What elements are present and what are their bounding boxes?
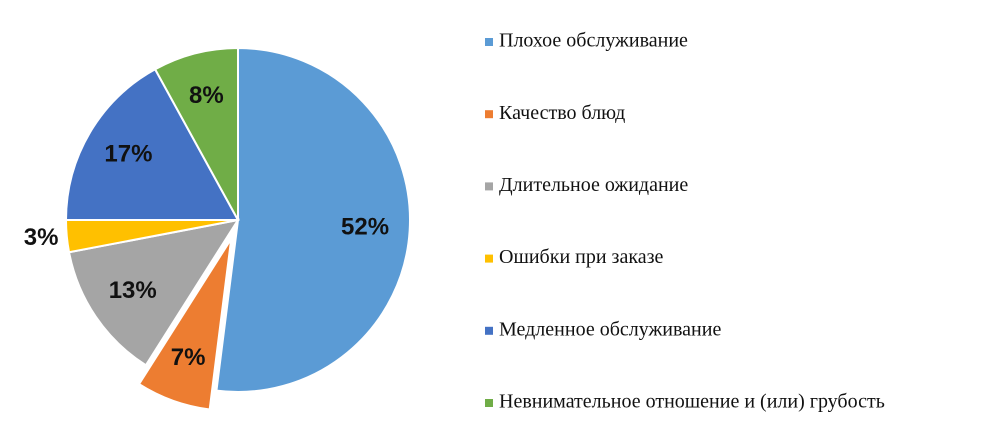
pie-slice	[153, 46, 239, 221]
pie-slice	[215, 46, 411, 393]
data-label: 17%	[104, 141, 152, 168]
legend-swatch	[485, 326, 493, 335]
data-label: 8%	[189, 82, 224, 109]
legend-label: Плохое обслуживание	[499, 30, 688, 52]
data-label: 13%	[109, 277, 157, 304]
legend-label: Медленное обслуживание	[499, 318, 721, 340]
pie-slice	[64, 67, 240, 221]
legend-label: Ошибки при заказе	[499, 246, 664, 268]
data-label: 3%	[24, 224, 59, 251]
legend-swatch	[485, 110, 493, 119]
legend-swatch	[485, 399, 493, 407]
legend-swatch	[485, 254, 493, 263]
legend-label: Длительное ожидание	[499, 174, 688, 196]
legend-swatch	[485, 38, 493, 46]
pie-slice	[137, 238, 233, 411]
data-label: 52%	[341, 213, 389, 240]
data-label: 7%	[171, 344, 206, 371]
legend-label: Качество блюд	[499, 102, 625, 124]
legend-swatch	[485, 182, 493, 191]
legend-label: Невнимательное отношение и (или) грубост…	[499, 391, 885, 413]
pie-slice	[67, 218, 241, 367]
